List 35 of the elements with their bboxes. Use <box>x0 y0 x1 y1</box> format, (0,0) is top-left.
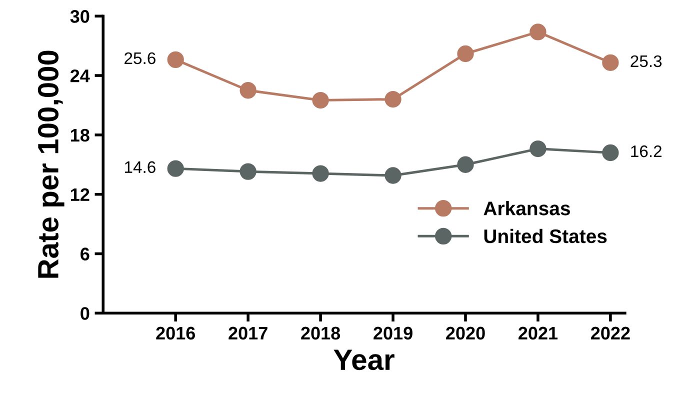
y-tick-label: 18 <box>70 128 90 142</box>
point <box>530 140 546 158</box>
x-tick-label: 2016 <box>156 326 196 340</box>
point <box>457 156 474 173</box>
x-axis-title: Year <box>334 350 394 370</box>
point <box>384 167 402 184</box>
point <box>240 82 256 99</box>
point <box>530 24 546 40</box>
point <box>167 160 184 177</box>
data-label: 14.6 <box>125 161 156 174</box>
x-tick-label: 2020 <box>446 326 485 340</box>
y-axis-title: Rate per 100,000 <box>38 50 64 278</box>
point <box>312 92 329 109</box>
point <box>240 163 256 180</box>
point <box>167 51 184 68</box>
legend-label: Arkansas <box>484 201 570 216</box>
legend-label: United States <box>484 228 607 244</box>
point <box>384 90 402 108</box>
x-tick-label: 2017 <box>228 326 268 340</box>
point <box>602 144 619 162</box>
point <box>312 165 329 182</box>
x-tick-label: 2021 <box>518 326 558 340</box>
data-label: 25.6 <box>124 52 156 64</box>
x-tick-label: 2018 <box>301 326 340 340</box>
x-tick-label: 2022 <box>590 326 630 340</box>
x-tick-label: 2019 <box>374 326 412 340</box>
y-tick-label: 0 <box>80 307 90 320</box>
point <box>602 54 619 71</box>
y-tick-label: 6 <box>80 248 90 260</box>
data-label: 25.3 <box>630 55 662 68</box>
point <box>457 45 474 62</box>
y-tick-label: 30 <box>70 10 90 23</box>
y-tick-label: 24 <box>70 69 90 82</box>
y-tick-label: 12 <box>70 188 90 201</box>
data-label: 16.2 <box>631 145 662 158</box>
